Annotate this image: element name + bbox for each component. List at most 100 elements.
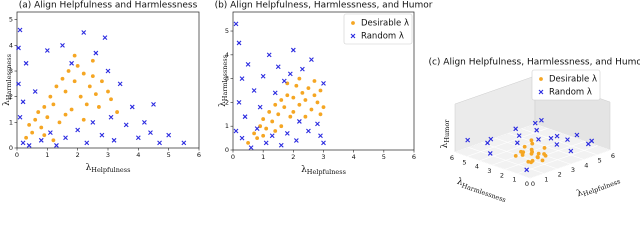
point bbox=[279, 98, 284, 102]
point bbox=[30, 130, 35, 135]
x-axis-label: λHelpfulness bbox=[575, 174, 621, 200]
y-tick-label: 0 bbox=[225, 146, 229, 154]
x-tick-label: 2 bbox=[76, 151, 80, 159]
point bbox=[255, 136, 260, 141]
point bbox=[233, 21, 239, 27]
point bbox=[522, 144, 527, 149]
point bbox=[148, 130, 153, 135]
y-tick-label: 5 bbox=[462, 158, 466, 166]
point bbox=[47, 130, 53, 135]
subscript: Helpfulness bbox=[582, 177, 622, 198]
point bbox=[33, 117, 38, 122]
point bbox=[142, 119, 147, 125]
point bbox=[291, 110, 296, 114]
point bbox=[303, 98, 308, 102]
point bbox=[520, 153, 525, 157]
legend-marker bbox=[351, 21, 355, 25]
point bbox=[246, 140, 250, 145]
point bbox=[157, 140, 162, 146]
point bbox=[63, 135, 68, 141]
point bbox=[27, 123, 32, 127]
subscript: Harmlessness bbox=[221, 55, 229, 101]
point bbox=[51, 102, 56, 107]
point bbox=[20, 140, 26, 146]
point bbox=[181, 140, 187, 146]
x-tick-label: 4 bbox=[584, 161, 588, 169]
point bbox=[516, 133, 522, 139]
point bbox=[251, 88, 257, 93]
point bbox=[23, 60, 29, 66]
point bbox=[75, 127, 81, 133]
figure: (a) Align Helpfulness and Harmlessness 0 1… bbox=[2, 1, 640, 203]
chart-title: (c) Align Helpfulness, Harmlessness, and… bbox=[428, 58, 640, 68]
plot-frame bbox=[16, 11, 200, 149]
point bbox=[239, 135, 245, 141]
point bbox=[297, 102, 302, 107]
point bbox=[90, 74, 95, 79]
y-tick-label: 4 bbox=[475, 163, 479, 171]
legend-label: Random λ bbox=[361, 32, 404, 42]
point bbox=[60, 76, 65, 81]
point bbox=[60, 42, 65, 48]
point bbox=[529, 147, 534, 152]
point bbox=[100, 79, 104, 84]
point bbox=[315, 121, 320, 127]
y-tick-label: 1 bbox=[9, 118, 13, 126]
point bbox=[84, 140, 90, 146]
point bbox=[272, 90, 278, 96]
point bbox=[542, 146, 547, 150]
y-tick-label: 0 bbox=[525, 180, 529, 188]
y-tick-label: 2 bbox=[9, 93, 13, 101]
point bbox=[513, 126, 519, 132]
point bbox=[321, 80, 326, 86]
y-tick-label: 2 bbox=[500, 171, 504, 179]
symbol: λ bbox=[86, 163, 92, 173]
y-tick-label: 3 bbox=[487, 167, 491, 175]
subscript: Helpfulness bbox=[91, 166, 130, 174]
point bbox=[288, 114, 293, 119]
point bbox=[261, 133, 266, 138]
symbol: λ bbox=[2, 100, 12, 106]
subscript: Harmlessness bbox=[461, 181, 507, 202]
point bbox=[276, 112, 281, 117]
point bbox=[108, 114, 114, 120]
grid-line bbox=[517, 145, 598, 174]
point bbox=[300, 90, 305, 95]
point bbox=[270, 119, 275, 124]
point bbox=[299, 66, 305, 72]
point bbox=[38, 137, 44, 143]
point bbox=[282, 105, 287, 110]
y-tick-label: 5 bbox=[225, 27, 229, 35]
point bbox=[48, 94, 53, 99]
point bbox=[39, 125, 44, 130]
point bbox=[78, 94, 83, 99]
legend-label: Desirable λ bbox=[549, 75, 597, 85]
point bbox=[312, 79, 317, 83]
point bbox=[123, 122, 129, 128]
grid-line bbox=[529, 149, 611, 179]
point bbox=[284, 130, 290, 136]
point bbox=[263, 140, 269, 146]
symbol: λ bbox=[218, 101, 228, 107]
y-tick-label: 3 bbox=[225, 75, 229, 83]
y-axis-label: λHarmlessness bbox=[218, 55, 230, 107]
point bbox=[554, 142, 560, 147]
y-tick-label: 4 bbox=[9, 41, 13, 49]
point bbox=[315, 100, 320, 105]
point bbox=[81, 117, 86, 122]
grid-line bbox=[454, 123, 536, 153]
point bbox=[151, 101, 156, 107]
point bbox=[51, 138, 56, 143]
point bbox=[109, 97, 113, 102]
point bbox=[309, 107, 314, 112]
point bbox=[245, 61, 251, 67]
point bbox=[585, 141, 591, 147]
point bbox=[485, 140, 490, 146]
symbol: λ bbox=[575, 187, 584, 198]
x-tick-label: 3 bbox=[106, 151, 110, 159]
point bbox=[63, 112, 68, 117]
x-tick-label: 5 bbox=[167, 151, 171, 159]
subscript: Humor bbox=[443, 119, 451, 143]
x-tick-label: 0 bbox=[15, 151, 19, 159]
legend-marker bbox=[539, 77, 543, 81]
